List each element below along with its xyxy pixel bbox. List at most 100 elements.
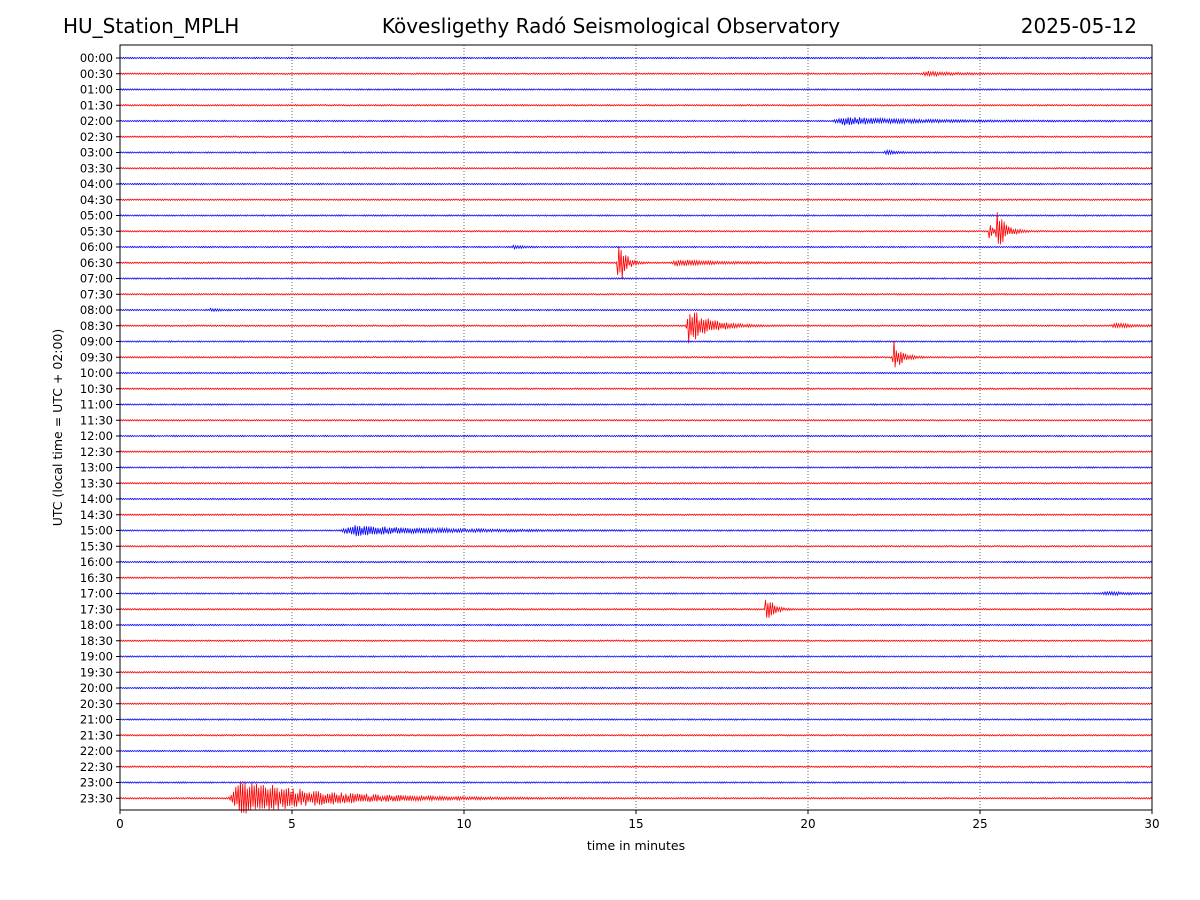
y-tick-label: 23:30 (80, 791, 113, 805)
x-tick-label: 25 (972, 817, 987, 831)
y-tick-label: 12:30 (80, 445, 113, 459)
trace-1100 (119, 403, 1153, 406)
trace-1030 (119, 387, 1153, 391)
trace-0330 (119, 166, 1153, 170)
trace-0300 (119, 148, 1153, 156)
trace-2130 (119, 733, 1153, 737)
observatory-title: Kövesligethy Radó Seismological Observat… (381, 14, 841, 38)
trace-1330 (119, 481, 1153, 485)
record-date: 2025-05-12 (1020, 14, 1137, 38)
trace-1730 (119, 599, 1153, 618)
trace-1800 (119, 623, 1153, 627)
trace-0800 (119, 307, 1153, 313)
y-tick-label: 09:30 (80, 350, 113, 364)
y-axis-label: UTC (local time = UTC + 02:00) (50, 329, 65, 527)
y-tick-label: 14:00 (80, 492, 113, 506)
trace-0400 (119, 182, 1153, 186)
trace-0500 (119, 214, 1153, 217)
trace-2100 (119, 718, 1153, 721)
y-tick-label: 01:00 (80, 83, 113, 97)
trace-2000 (119, 686, 1153, 690)
trace-1600 (119, 560, 1153, 564)
trace-2330 (119, 781, 1153, 814)
trace-1700 (119, 590, 1153, 597)
y-tick-label: 08:00 (80, 303, 113, 317)
y-tick-label: 16:00 (80, 555, 113, 569)
trace-1430 (119, 513, 1153, 517)
trace-1400 (119, 497, 1153, 501)
y-tick-label: 04:30 (80, 193, 113, 207)
trace-2300 (119, 781, 1153, 784)
x-tick-label: 10 (456, 817, 471, 831)
x-tick-label: 0 (116, 817, 124, 831)
y-tick-label: 23:00 (80, 776, 113, 790)
trace-1500 (119, 525, 1153, 537)
y-tick-label: 09:00 (80, 335, 113, 349)
trace-0430 (119, 198, 1153, 202)
y-tick-label: 14:30 (80, 508, 113, 522)
y-tick-label: 10:30 (80, 382, 113, 396)
y-tick-label: 17:30 (80, 602, 113, 616)
trace-0600 (119, 244, 1153, 250)
y-tick-label: 02:30 (80, 130, 113, 144)
y-tick-label: 16:30 (80, 571, 113, 585)
y-tick-label: 11:00 (80, 398, 113, 412)
x-tick-label: 15 (628, 817, 643, 831)
y-tick-label: 05:00 (80, 209, 113, 223)
trace-0630 (119, 246, 1153, 280)
y-tick-label: 18:30 (80, 634, 113, 648)
trace-0900 (119, 340, 1153, 343)
y-tick-label: 20:00 (80, 681, 113, 695)
y-tick-label: 11:30 (80, 413, 113, 427)
trace-0130 (119, 103, 1153, 107)
y-tick-label: 22:30 (80, 760, 113, 774)
x-axis-label: time in minutes (587, 838, 685, 853)
x-tick-label: 5 (288, 817, 296, 831)
y-tick-label: 03:00 (80, 146, 113, 160)
trace-1300 (119, 466, 1153, 469)
y-tick-label: 02:00 (80, 114, 113, 128)
y-tick-label: 06:00 (80, 240, 113, 254)
trace-1900 (119, 655, 1153, 658)
trace-0730 (119, 292, 1153, 296)
trace-0930 (119, 340, 1153, 368)
y-tick-label: 18:00 (80, 618, 113, 632)
y-tick-label: 10:00 (80, 366, 113, 380)
x-tick-label: 20 (800, 817, 815, 831)
trace-1000 (119, 371, 1153, 375)
y-tick-label: 07:30 (80, 287, 113, 301)
y-tick-label: 22:00 (80, 744, 113, 758)
trace-1530 (119, 544, 1153, 548)
trace-0200 (119, 116, 1153, 126)
trace-0830 (119, 312, 1153, 344)
trace-1630 (119, 576, 1153, 580)
x-tick-label: 30 (1144, 817, 1159, 831)
y-tick-label: 08:30 (80, 319, 113, 333)
y-tick-label: 00:00 (80, 51, 113, 65)
y-tick-label: 06:30 (80, 256, 113, 270)
trace-1200 (119, 434, 1153, 438)
trace-0030 (119, 70, 1153, 78)
trace-1230 (119, 450, 1153, 454)
y-tick-label: 03:30 (80, 161, 113, 175)
y-tick-label: 12:00 (80, 429, 113, 443)
y-tick-label: 19:00 (80, 650, 113, 664)
trace-0100 (119, 88, 1153, 91)
trace-0530 (119, 212, 1153, 245)
y-tick-label: 15:30 (80, 539, 113, 553)
y-tick-label: 07:00 (80, 272, 113, 286)
trace-0230 (119, 135, 1153, 139)
y-tick-label: 17:00 (80, 587, 113, 601)
y-tick-label: 01:30 (80, 98, 113, 112)
trace-1930 (119, 670, 1153, 674)
y-tick-label: 05:30 (80, 224, 113, 238)
trace-0700 (119, 277, 1153, 280)
y-tick-label: 00:30 (80, 67, 113, 81)
trace-1130 (119, 418, 1153, 422)
trace-1830 (119, 639, 1153, 643)
y-tick-label: 20:30 (80, 697, 113, 711)
station-name: HU_Station_MPLH (63, 14, 240, 38)
trace-0000 (119, 56, 1153, 60)
y-tick-label: 13:00 (80, 461, 113, 475)
y-tick-label: 21:00 (80, 713, 113, 727)
